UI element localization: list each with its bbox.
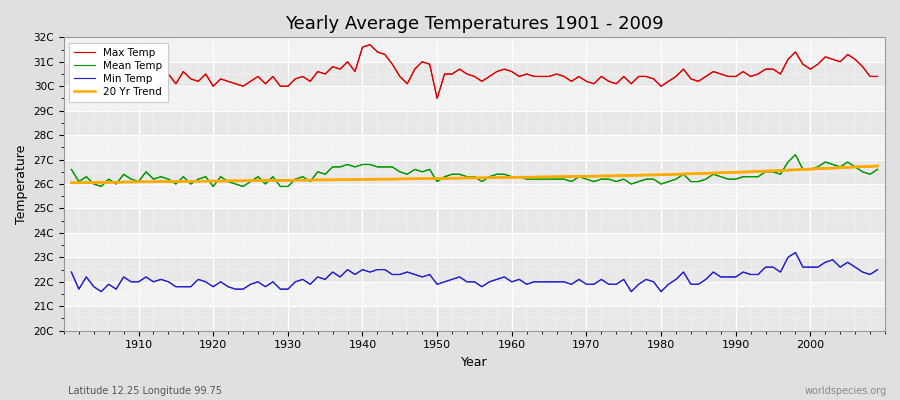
Min Temp <box>342 267 353 272</box>
X-axis label: Year: Year <box>461 356 488 369</box>
Bar <box>64 184 885 208</box>
20 Yr Trend <box>126 180 137 184</box>
Max Temp <box>126 84 137 89</box>
20 Yr Trend <box>290 178 301 182</box>
Max Temp <box>66 64 77 69</box>
Bar <box>64 111 885 135</box>
Y-axis label: Temperature: Temperature <box>15 144 28 224</box>
Legend: Max Temp, Mean Temp, Min Temp, 20 Yr Trend: Max Temp, Mean Temp, Min Temp, 20 Yr Tre… <box>69 42 167 102</box>
Mean Temp <box>872 167 883 172</box>
Text: Latitude 12.25 Longitude 99.75: Latitude 12.25 Longitude 99.75 <box>68 386 221 396</box>
Min Temp <box>603 282 614 287</box>
Min Temp <box>95 289 106 294</box>
Max Temp <box>872 74 883 79</box>
Min Temp <box>872 267 883 272</box>
Max Temp <box>335 67 346 72</box>
20 Yr Trend <box>66 180 77 185</box>
Mean Temp <box>95 184 106 189</box>
Bar <box>64 37 885 62</box>
Text: worldspecies.org: worldspecies.org <box>805 386 886 396</box>
Line: Max Temp: Max Temp <box>71 45 878 98</box>
Mean Temp <box>790 152 801 157</box>
Min Temp <box>507 280 517 284</box>
Mean Temp <box>297 174 308 179</box>
Min Temp <box>66 270 77 274</box>
Bar <box>64 257 885 282</box>
Max Temp <box>611 81 622 86</box>
Mean Temp <box>514 174 525 179</box>
20 Yr Trend <box>499 175 509 180</box>
Mean Temp <box>603 177 614 182</box>
Title: Yearly Average Temperatures 1901 - 2009: Yearly Average Temperatures 1901 - 2009 <box>285 15 664 33</box>
Max Temp <box>514 74 525 79</box>
Min Temp <box>133 280 144 284</box>
20 Yr Trend <box>596 174 607 178</box>
Max Temp <box>432 96 443 101</box>
Max Temp <box>290 76 301 81</box>
20 Yr Trend <box>872 164 883 168</box>
Line: 20 Yr Trend: 20 Yr Trend <box>71 166 878 183</box>
Bar <box>64 282 885 306</box>
Bar <box>64 306 885 331</box>
20 Yr Trend <box>507 175 517 180</box>
Bar <box>64 160 885 184</box>
Mean Temp <box>133 179 144 184</box>
Bar <box>64 62 885 86</box>
Min Temp <box>297 277 308 282</box>
Line: Min Temp: Min Temp <box>71 252 878 292</box>
Bar <box>64 233 885 257</box>
Line: Mean Temp: Mean Temp <box>71 155 878 186</box>
Max Temp <box>364 42 375 47</box>
Min Temp <box>790 250 801 255</box>
Mean Temp <box>507 174 517 179</box>
Min Temp <box>514 277 525 282</box>
Mean Temp <box>342 162 353 167</box>
Mean Temp <box>66 167 77 172</box>
Bar <box>64 86 885 111</box>
Bar <box>64 135 885 160</box>
20 Yr Trend <box>335 177 346 182</box>
Bar <box>64 208 885 233</box>
Max Temp <box>521 72 532 76</box>
